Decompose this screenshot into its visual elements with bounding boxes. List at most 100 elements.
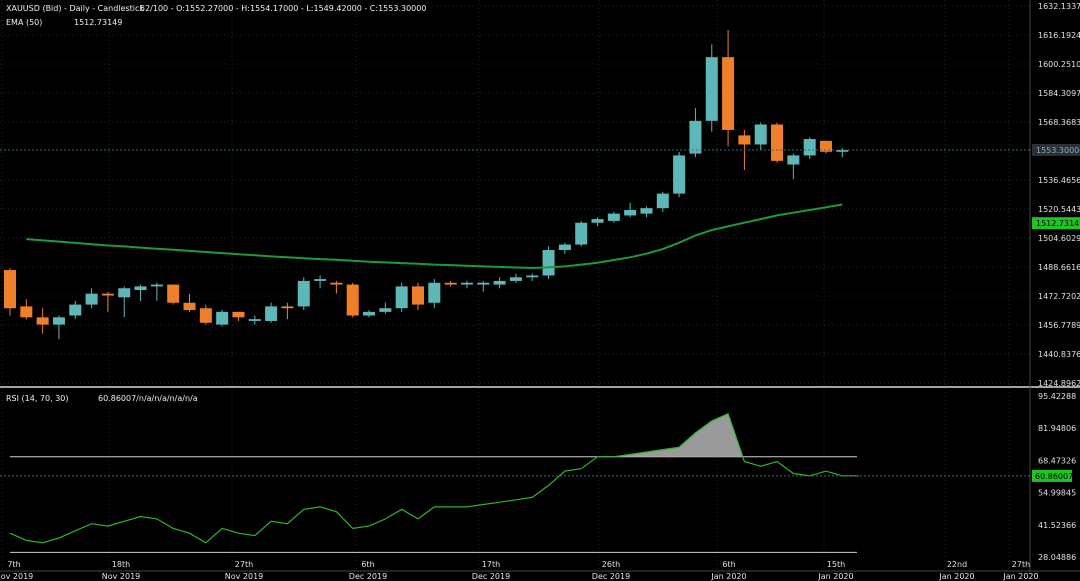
time-tick-day: 18th	[112, 560, 130, 569]
candle	[314, 275, 327, 289]
rsi-value: 60.86007/n/a/n/a/n/a/n/a	[98, 394, 198, 403]
time-tick-month: Jan 2020	[1002, 572, 1038, 581]
candle	[754, 122, 767, 150]
time-tick-month: Dec 2019	[592, 572, 630, 581]
price-tick-label: 1568.36837	[1038, 118, 1080, 127]
candle-body	[526, 275, 539, 278]
candle	[526, 273, 539, 281]
price-tick-label: 1440.83760	[1038, 350, 1080, 359]
candle-body	[69, 304, 82, 316]
candle-body	[85, 293, 98, 305]
candle	[281, 302, 294, 320]
candle	[265, 302, 278, 323]
time-tick-day: 17th	[482, 560, 500, 569]
candle-body	[20, 306, 33, 318]
candle-body	[624, 209, 637, 216]
candle-body	[330, 282, 343, 285]
rsi-panel	[0, 412, 1030, 553]
time-tick-month: Dec 2019	[349, 572, 387, 581]
rsi-tag-text: 60.86007	[1035, 472, 1073, 481]
candle	[379, 302, 392, 314]
candle	[787, 153, 800, 180]
candle	[363, 310, 376, 318]
rsi-label: RSI (14, 70, 30)	[6, 394, 69, 403]
candle	[134, 284, 147, 301]
candle	[722, 29, 735, 147]
candle	[460, 280, 473, 289]
rsi-tick-label: 41.52366	[1038, 521, 1076, 530]
time-tick-month: Nov 2019	[225, 572, 264, 581]
candle	[558, 242, 571, 254]
time-tick-day: 6th	[722, 560, 735, 569]
time-tick-month: Jan 2020	[817, 572, 853, 581]
symbol-label: XAUUSD (Bid) - Daily - Candlestick	[6, 4, 145, 13]
time-tick-day: 22nd	[947, 560, 967, 569]
candle	[52, 315, 65, 340]
rsi-tick-label: 54.99845	[1038, 489, 1076, 498]
price-tick-label: 1616.19240	[1038, 31, 1080, 40]
candle-body	[640, 208, 653, 214]
candle	[428, 279, 441, 309]
candle	[509, 273, 522, 283]
candle	[656, 191, 669, 212]
candle-body	[52, 317, 65, 325]
price-tick-label: 1536.46568	[1038, 176, 1080, 185]
time-tick-month: Dec 2019	[472, 572, 510, 581]
candle-body	[558, 244, 571, 251]
time-tick-day: 7th	[7, 560, 20, 569]
candle-body	[232, 311, 245, 318]
time-tick-month: Nov 2019	[102, 572, 141, 581]
rsi-line	[9, 412, 859, 544]
candle-body	[248, 319, 261, 321]
candle	[395, 282, 408, 312]
candle	[803, 137, 816, 160]
candle	[69, 300, 82, 320]
candle-body	[444, 282, 457, 285]
ema-label: EMA (50)	[6, 18, 43, 27]
candle-body	[656, 193, 669, 209]
candle-body	[607, 213, 620, 221]
candle	[673, 151, 686, 198]
candle	[36, 308, 49, 334]
price-tick-label: 1600.25106	[1038, 60, 1080, 69]
rsi-axis: 95.42288 81.94806 68.47326 54.99845 41.52366…	[1032, 392, 1076, 562]
candle-body	[314, 279, 327, 281]
candle-body	[281, 306, 294, 309]
candle-body	[689, 120, 702, 154]
candle-body	[493, 280, 506, 285]
candle	[705, 44, 718, 132]
candle-body	[265, 306, 278, 321]
last-price-tag	[1032, 143, 1080, 156]
candle	[820, 140, 832, 154]
time-tick-day: 27th	[1012, 560, 1030, 569]
candle-body	[4, 270, 16, 309]
candle-body	[216, 311, 229, 325]
candle	[493, 277, 506, 289]
candle-body	[134, 286, 147, 291]
rsi-tick-label: 95.42288	[1038, 392, 1076, 401]
ema-value: 1512.73149	[74, 18, 123, 27]
candle	[477, 280, 490, 292]
candle-body	[542, 250, 555, 276]
last-price-tag-text: 1553.30000	[1036, 146, 1080, 155]
candle	[167, 284, 180, 305]
rsi-tick-label: 81.94806	[1038, 424, 1076, 433]
candle-body	[199, 308, 212, 323]
candle	[4, 268, 16, 316]
candle	[232, 311, 245, 321]
rsi-tick-label: 68.47326	[1038, 456, 1076, 465]
candle-body	[101, 293, 114, 296]
candle	[591, 217, 604, 227]
candle	[444, 280, 457, 287]
candle-body	[428, 282, 441, 303]
candle-body	[150, 284, 163, 287]
candle-body	[118, 288, 131, 298]
candle-body	[183, 302, 196, 311]
price-tick-label: 1424.89625	[1038, 379, 1080, 388]
price-tick-label: 1472.72029	[1038, 292, 1080, 301]
candle	[836, 148, 849, 158]
rsi-overbought-fill	[613, 413, 743, 457]
candle-body	[477, 282, 490, 285]
price-tick-label: 1456.77894	[1038, 321, 1080, 330]
